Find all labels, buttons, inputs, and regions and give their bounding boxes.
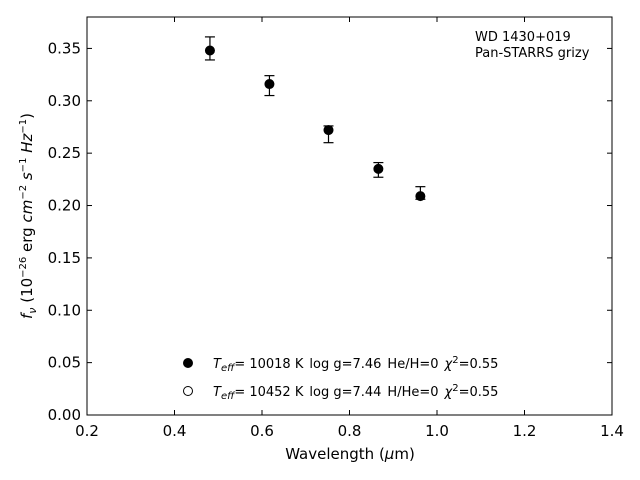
model-point-open: [415, 191, 426, 201]
plot-frame: [86, 16, 613, 416]
x-tick-label: 0.2: [75, 422, 99, 440]
y-tick-label: 0.35: [48, 39, 81, 57]
axis-ticks: 0.2 0.4 0.6 0.8 1.0 1.2 1.4 0.00 0.05 0.10 0.15 0.2…: [48, 17, 624, 440]
x-tick-label: 0.8: [338, 422, 362, 440]
data-marks: [204, 36, 426, 202]
model-point-open: [205, 45, 215, 56]
y-tick-label: 0.30: [48, 92, 81, 110]
model-point-open: [323, 125, 334, 135]
y-tick-label: 0.20: [48, 197, 81, 215]
y-tick-label: 0.10: [48, 301, 81, 319]
annotation-line-2: Pan-STARRS grizy: [475, 46, 590, 61]
x-tick-label: 0.6: [250, 422, 274, 440]
annotation-line-1: WD 1430+019: [475, 30, 571, 45]
x-tick-label: 0.4: [163, 422, 187, 440]
x-tick-label: 1.2: [513, 422, 537, 440]
x-tick-label: 1.4: [600, 422, 624, 440]
y-tick-label: 0.05: [48, 354, 81, 372]
y-tick-label: 0.25: [48, 144, 81, 162]
x-axis-title: Wavelength (μm): [285, 445, 415, 463]
legend-marker-filled: [183, 358, 193, 368]
y-axis-title: fν (10−26 erg cm−2 s−1 Hz−1): [18, 113, 39, 319]
model-point-open: [264, 79, 275, 89]
x-tick-label: 1.0: [425, 422, 449, 440]
y-tick-label: 0.00: [48, 406, 81, 424]
y-tick-label: 0.15: [48, 249, 81, 267]
model-point-open: [373, 164, 384, 174]
legend-marker-open: [183, 386, 193, 396]
